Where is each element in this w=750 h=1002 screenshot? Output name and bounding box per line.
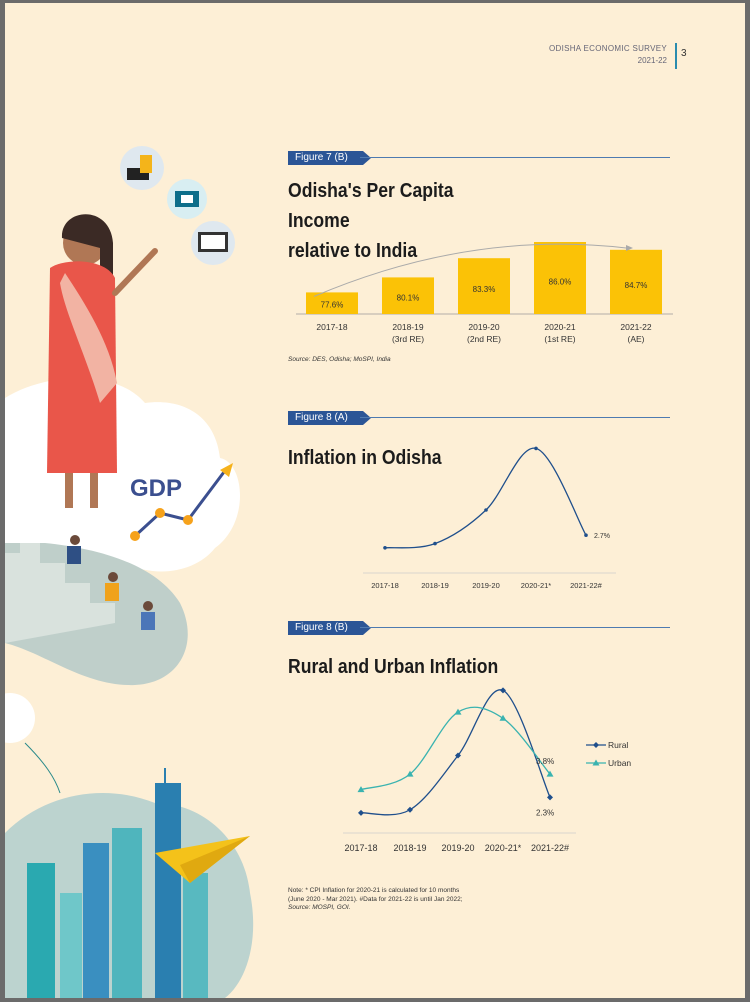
building [112,828,142,998]
figure-7b-source: Source: DES, Odisha; MoSPI, India [288,356,391,363]
figure-8b-label: Figure 8 (B) [288,621,371,635]
figure-8a-label: Figure 8 (A) [288,411,371,425]
x-tick-label: 2021-22 [620,322,651,332]
x-tick-label: (AE) [628,334,645,344]
per-capita-bar-chart: 77.6% 2017-18 80.1% 2018-19 (3rd RE) 83.3% 201… [296,242,673,344]
x-tick-label: 2017-18 [344,843,377,853]
data-point [547,794,553,801]
series-line-rural [360,689,551,816]
legend-marker [592,759,600,766]
woman-saree [47,261,117,473]
x-tick-label: 2021-22# [531,843,569,853]
bar-value-label: 83.3% [473,285,496,294]
data-point [546,770,554,777]
data-point [357,786,365,793]
header-title: ODISHA ECONOMIC SURVEY [548,44,667,53]
figure-8b-rule [360,627,670,628]
x-tick-label: 2021-22# [570,581,603,590]
header-year: 2021-22 [637,56,667,65]
gdp-arrow [133,467,229,538]
building [27,863,55,998]
bar [382,277,434,314]
x-tick-label: 2020-21* [485,843,522,853]
point-value-label: 2.7% [594,533,610,540]
trend-arrowhead [626,245,633,251]
building [155,783,181,998]
data-point [407,806,413,813]
data-point [433,541,437,546]
cloud-shape [5,378,240,572]
rural-urban-inflation-chart: 2.3% Rural 3.8% Urban 2017-18 2018-19 2019-20 2… [343,687,631,853]
x-tick-label: 2019-20 [472,581,500,590]
figure-7b-title: Odisha's Per Capita Income relative to I… [288,180,454,262]
footnote: Note: * CPI Inflation for 2020-21 is cal… [288,887,463,911]
data-point [499,714,507,721]
page: ODISHA ECONOMIC SURVEY 2021-22 3 GDP [5,3,745,998]
x-tick-label: (1st RE) [544,334,575,344]
bar [458,258,510,314]
inflation-odisha-chart: 2.7% 2017-18 2018-19 2019-20 2020-21* 2021-22… [363,446,616,590]
x-tick-label: 2020-21 [544,322,575,332]
x-tick-label: 2019-20 [468,322,499,332]
inflation-line [384,447,587,549]
bar-value-label: 80.1% [397,294,420,303]
data-point [484,508,488,512]
data-point [455,752,461,759]
x-tick-label: 2020-21* [521,581,552,590]
x-tick-label: 2017-18 [371,581,399,590]
x-tick-label: 2018-19 [421,581,449,590]
series-end-label: 3.8% [536,757,554,766]
figure-8a-rule [360,417,670,418]
data-point [358,809,364,816]
bar-value-label: 84.7% [625,281,648,290]
data-point [534,446,538,451]
building [60,893,82,998]
illustration: GDP [5,146,254,998]
bar [610,249,662,314]
data-point [383,546,387,550]
figure-8b-title: Rural and Urban Inflation [288,656,499,678]
data-point [454,708,462,715]
legend-marker [593,742,599,748]
building [183,873,208,998]
bar [306,292,358,314]
bar-value-label: 77.6% [321,300,344,309]
data-point [406,770,414,777]
x-tick-label: (2nd RE) [467,334,501,344]
gdp-text: GDP [130,475,182,502]
data-point [584,533,588,537]
legend-label: Urban [608,758,631,768]
x-tick-label: 2019-20 [441,843,474,853]
header-divider [675,43,677,69]
data-point [500,687,506,694]
stairs-shape [5,543,115,643]
figure-7b-label: Figure 7 (B) [288,151,371,165]
x-tick-label: 2018-19 [392,322,423,332]
trend-arrow [313,243,627,297]
figure-8a-title: Inflation in Odisha [288,447,442,469]
bar [534,242,586,314]
page-number: 3 [681,48,687,59]
series-end-label: 2.3% [536,808,554,817]
building [83,843,109,998]
x-tick-label: 2018-19 [393,843,426,853]
x-tick-label: (3rd RE) [392,334,424,344]
x-tick-label: 2017-18 [316,322,347,332]
figure-7b-rule [360,157,670,158]
bar-value-label: 86.0% [549,278,572,287]
legend-label: Rural [608,740,628,750]
